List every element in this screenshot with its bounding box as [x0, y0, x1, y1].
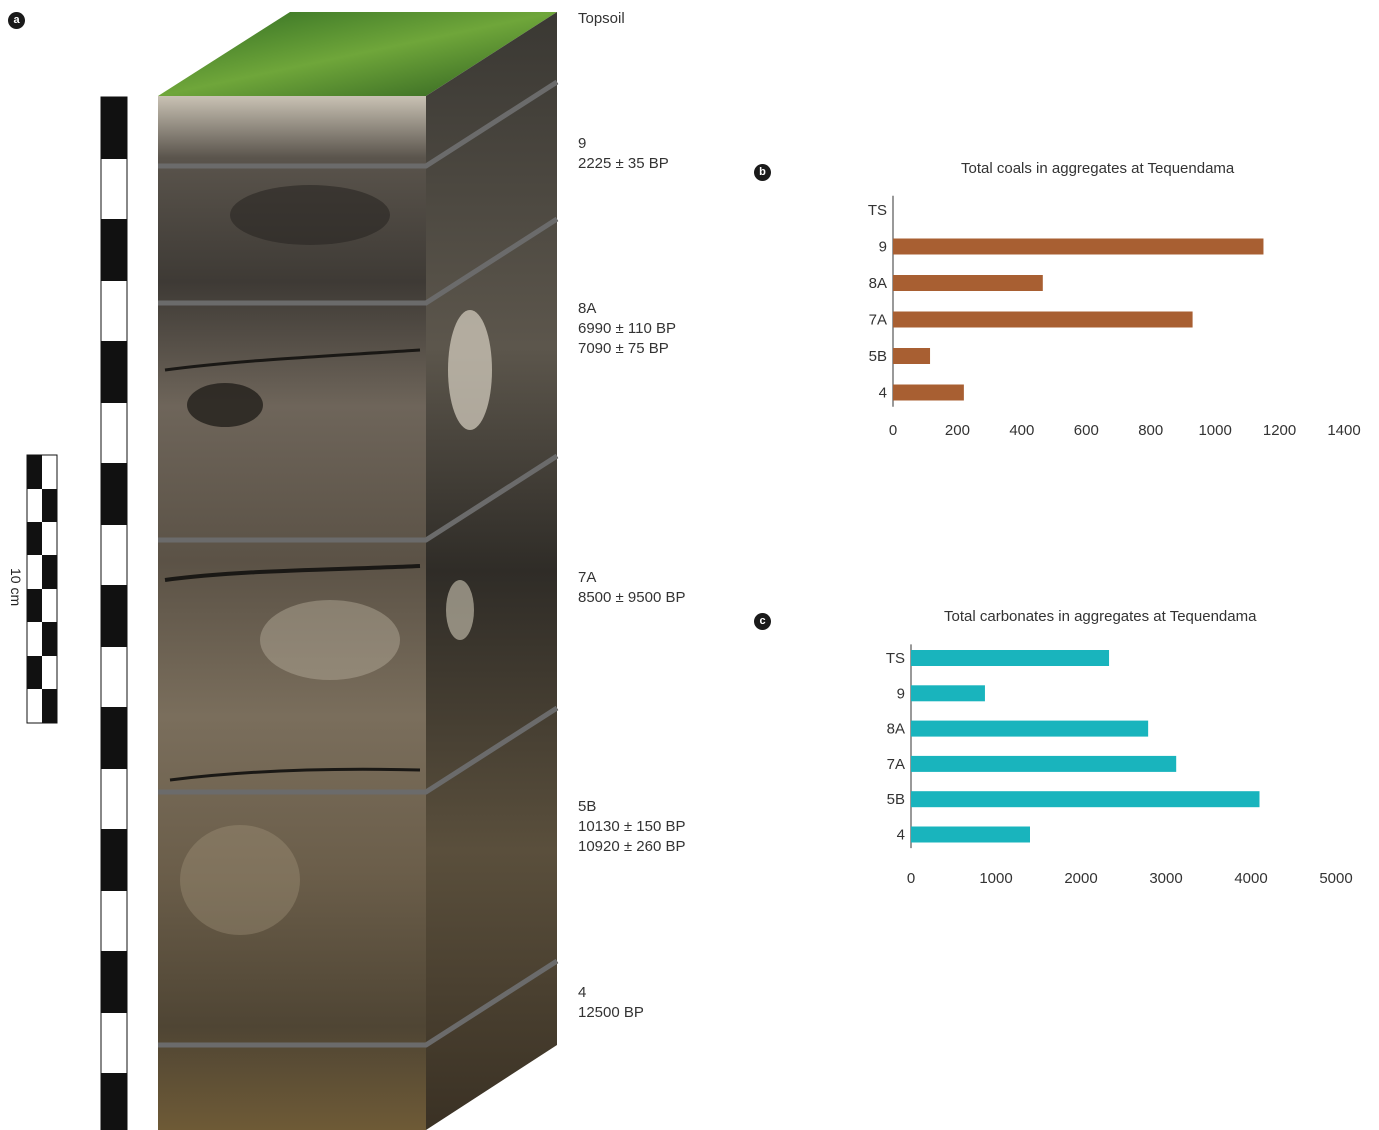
stratum-date: 10920 ± 260 BP	[578, 838, 686, 855]
soil-profile-illustration	[26, 12, 559, 1130]
stratum-date: 8500 ± 9500 BP	[578, 589, 686, 606]
x-tick-label: 0	[889, 422, 897, 439]
stratum-date: 12500 BP	[578, 1004, 644, 1021]
carbonates-bar-chart: TS 9 8A 7A 5B 4 0 1000 2000 3000 4000 5000	[886, 644, 1353, 887]
y-tick-label: 9	[879, 239, 887, 256]
soil-block	[158, 12, 559, 1130]
stratum-label-9: 9 2225 ± 35 BP	[578, 134, 669, 174]
bar-9	[893, 238, 1264, 255]
y-tick-label: TS	[886, 650, 905, 667]
x-tick-label: 0	[907, 870, 915, 887]
bar-5b	[893, 348, 931, 364]
panel-b-badge: b	[754, 164, 771, 181]
coals-bar-chart: TS 9 8A 7A 5B 4 0 200 400 600 800 1000 1200 1400	[868, 195, 1361, 439]
y-tick-label: 5B	[869, 348, 887, 365]
x-tick-label: 3000	[1149, 870, 1182, 887]
carbonates-chart-title: Total carbonates in aggregates at Tequen…	[944, 608, 1257, 625]
bar-8a	[911, 720, 1149, 737]
x-tick-label: 600	[1074, 422, 1099, 439]
y-tick-label: TS	[868, 202, 887, 219]
stratum-label-7a: 7A 8500 ± 9500 BP	[578, 568, 685, 608]
bar-7a	[893, 311, 1193, 328]
bar-7a	[911, 755, 1177, 772]
scale-bar-label: 10 cm	[8, 568, 24, 607]
stratum-name: 7A	[578, 569, 597, 586]
y-tick-label: 8A	[887, 721, 905, 738]
y-tick-label: 7A	[887, 756, 905, 773]
stratum-name: 5B	[578, 798, 597, 815]
x-tick-label: 200	[945, 422, 970, 439]
y-tick-label: 9	[897, 685, 905, 702]
x-tick-label: 1200	[1263, 422, 1296, 439]
panel-c-badge: c	[754, 613, 771, 630]
short-scale-bar	[26, 454, 58, 724]
x-tick-label: 1000	[979, 870, 1012, 887]
stratum-date: 6990 ± 110 BP	[578, 320, 677, 337]
bar-8a	[893, 275, 1043, 291]
bar-ts	[911, 650, 1110, 666]
x-tick-label: 800	[1138, 422, 1163, 439]
y-tick-label: 4	[897, 827, 905, 844]
x-tick-label: 5000	[1319, 870, 1352, 887]
y-tick-label: 5B	[887, 791, 905, 808]
stratum-label-topsoil: Topsoil	[578, 9, 625, 29]
bar-4	[911, 826, 1030, 843]
stratum-date: 2225 ± 35 BP	[578, 155, 669, 172]
x-tick-label: 4000	[1234, 870, 1267, 887]
coals-chart-title: Total coals in aggregates at Tequendama	[961, 160, 1235, 177]
x-tick-label: 1000	[1198, 422, 1231, 439]
y-tick-label: 8A	[869, 275, 887, 292]
x-tick-label: 1400	[1327, 422, 1360, 439]
stratum-date: 7090 ± 75 BP	[578, 340, 669, 357]
x-tick-label: 2000	[1064, 870, 1097, 887]
stratum-name: Topsoil	[578, 10, 625, 27]
stratum-date: 10130 ± 150 BP	[578, 818, 686, 835]
x-tick-label: 400	[1009, 422, 1034, 439]
y-tick-label: 7A	[869, 312, 887, 329]
long-scale-bar	[100, 96, 128, 1130]
panel-a-badge: a	[8, 12, 25, 29]
stratum-label-4: 4 12500 BP	[578, 983, 644, 1023]
bar-5b	[911, 791, 1260, 808]
bar-9	[911, 685, 985, 702]
stratum-label-8a: 8A 6990 ± 110 BP 7090 ± 75 BP	[578, 299, 676, 359]
y-tick-label: 4	[879, 385, 887, 402]
stratum-label-5b: 5B 10130 ± 150 BP 10920 ± 260 BP	[578, 797, 685, 857]
stratum-name: 8A	[578, 300, 597, 317]
stratum-name: 9	[578, 135, 587, 152]
stratum-name: 4	[578, 984, 587, 1001]
bar-4	[893, 384, 964, 401]
